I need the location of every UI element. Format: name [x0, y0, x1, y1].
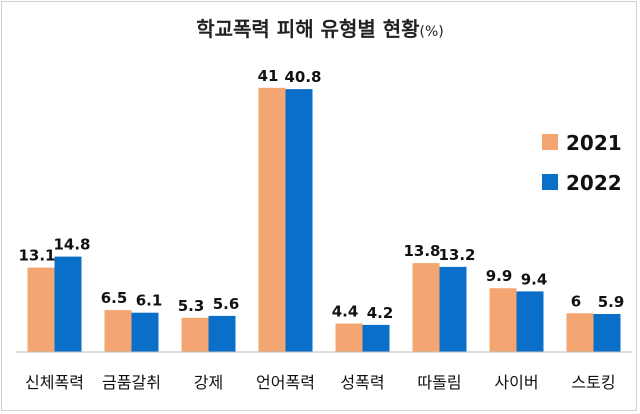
bar-2021-2 [181, 317, 209, 352]
value-label-2021-2: 5.3 [178, 297, 205, 315]
legend: 2021 2022 [542, 131, 622, 195]
category-label-0: 신체폭력 [25, 373, 84, 392]
chart-title-unit: (%) [420, 24, 444, 40]
value-label-2022-4: 4.2 [367, 304, 394, 322]
legend-swatch-2022 [542, 174, 558, 190]
category-label-7: 스토킹 [571, 373, 615, 392]
category-label-6: 사이버 [494, 373, 538, 392]
bar-2022-7 [593, 314, 621, 352]
value-label-2022-6: 9.4 [521, 270, 548, 288]
value-label-2021-6: 9.9 [486, 267, 513, 285]
legend-label-2022: 2022 [566, 171, 622, 195]
bars-group [27, 87, 621, 353]
bar-2021-4 [335, 323, 363, 352]
value-label-2021-3: 41 [258, 67, 279, 85]
value-label-2021-0: 13.1 [18, 247, 55, 265]
value-label-2022-7: 5.9 [598, 293, 625, 311]
bar-2021-6 [489, 288, 517, 352]
bar-2022-4 [362, 324, 390, 352]
bar-2022-2 [208, 315, 236, 352]
value-label-2022-3: 40.8 [284, 68, 321, 86]
chart-title: 학교폭력 피해 유형별 현황(%) [196, 17, 444, 41]
value-label-2022-1: 6.1 [136, 292, 163, 310]
legend-swatch-2021 [542, 134, 558, 150]
bar-2021-0 [27, 267, 55, 352]
value-label-2022-5: 13.2 [438, 246, 475, 264]
category-labels-group: 신체폭력 금품갈취 강제 언어폭력 성폭력 따돌림 사이버 스토킹 [25, 373, 616, 392]
chart-title-text: 학교폭력 피해 유형별 현황 [196, 17, 420, 41]
bar-2021-7 [566, 313, 594, 352]
value-label-2021-1: 6.5 [101, 289, 128, 307]
value-label-2021-4: 4.4 [332, 303, 359, 321]
value-label-2021-5: 13.8 [403, 242, 440, 260]
legend-label-2021: 2021 [566, 131, 622, 155]
bar-2022-5 [439, 266, 467, 352]
bar-2021-3 [258, 87, 286, 353]
value-label-2022-2: 5.6 [213, 295, 240, 313]
bar-2022-0 [54, 256, 82, 352]
bar-2022-6 [516, 291, 544, 352]
value-labels-group: 13.114.8 6.5 6.1 5.3 5.6 41 40.8 4.4 4.2 13.813.2… [18, 67, 624, 322]
category-label-1: 금품갈취 [102, 373, 161, 392]
category-label-3: 언어폭력 [256, 373, 315, 392]
category-label-2: 강제 [194, 373, 223, 392]
category-label-5: 따돌림 [417, 373, 461, 392]
bar-2021-1 [104, 310, 132, 352]
category-label-4: 성폭력 [340, 373, 384, 392]
bar-2022-1 [131, 312, 159, 352]
bar-2021-5 [412, 263, 440, 352]
value-label-2022-0: 14.8 [53, 236, 90, 254]
value-label-2021-7: 6 [571, 292, 581, 310]
bar-2022-3 [285, 89, 313, 352]
